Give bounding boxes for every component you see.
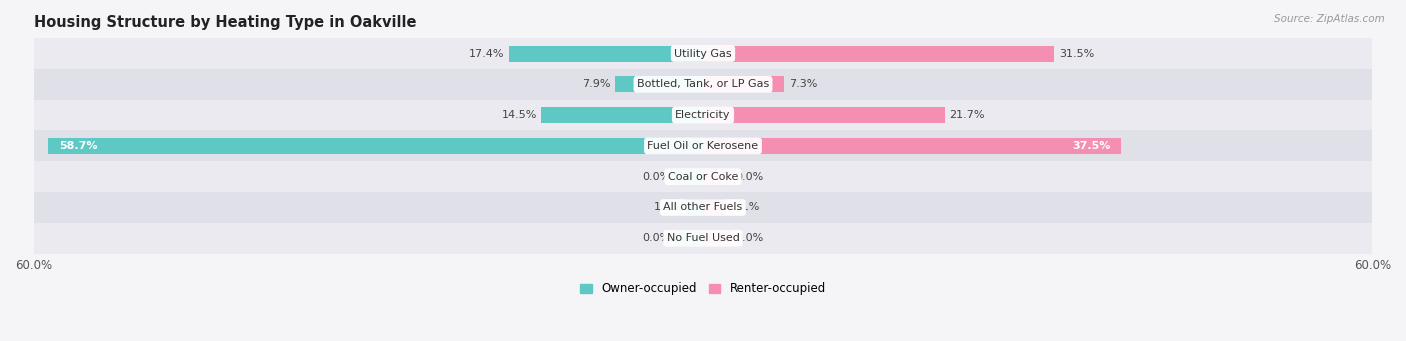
Bar — [703, 230, 731, 246]
Bar — [703, 199, 727, 216]
Text: No Fuel Used: No Fuel Used — [666, 233, 740, 243]
Bar — [703, 45, 1054, 61]
Bar — [34, 131, 1372, 161]
Text: 31.5%: 31.5% — [1059, 48, 1094, 59]
Text: 7.3%: 7.3% — [789, 79, 817, 89]
Text: 2.1%: 2.1% — [731, 203, 759, 212]
Bar — [34, 223, 1372, 254]
Text: Electricity: Electricity — [675, 110, 731, 120]
Text: Bottled, Tank, or LP Gas: Bottled, Tank, or LP Gas — [637, 79, 769, 89]
Bar — [541, 107, 703, 123]
Text: 14.5%: 14.5% — [502, 110, 537, 120]
Bar — [703, 76, 785, 92]
Bar — [703, 169, 731, 185]
Bar — [703, 107, 945, 123]
Bar — [703, 138, 1122, 154]
Bar — [34, 38, 1372, 69]
Text: 1.5%: 1.5% — [654, 203, 682, 212]
Text: Coal or Coke: Coal or Coke — [668, 172, 738, 182]
Text: 0.0%: 0.0% — [643, 172, 671, 182]
Bar — [686, 199, 703, 216]
Text: 0.0%: 0.0% — [735, 233, 763, 243]
Bar — [48, 138, 703, 154]
Legend: Owner-occupied, Renter-occupied: Owner-occupied, Renter-occupied — [579, 282, 827, 295]
Text: 17.4%: 17.4% — [468, 48, 505, 59]
Bar — [34, 161, 1372, 192]
Text: Fuel Oil or Kerosene: Fuel Oil or Kerosene — [647, 141, 759, 151]
Bar — [614, 76, 703, 92]
Text: Utility Gas: Utility Gas — [675, 48, 731, 59]
Text: 21.7%: 21.7% — [949, 110, 986, 120]
Text: All other Fuels: All other Fuels — [664, 203, 742, 212]
Bar — [34, 100, 1372, 131]
Bar — [675, 169, 703, 185]
Bar — [34, 69, 1372, 100]
Text: Source: ZipAtlas.com: Source: ZipAtlas.com — [1274, 14, 1385, 24]
Text: Housing Structure by Heating Type in Oakville: Housing Structure by Heating Type in Oak… — [34, 15, 416, 30]
Text: 0.0%: 0.0% — [643, 233, 671, 243]
Bar — [675, 230, 703, 246]
Text: 7.9%: 7.9% — [582, 79, 610, 89]
Bar — [509, 45, 703, 61]
Bar — [34, 192, 1372, 223]
Text: 0.0%: 0.0% — [735, 172, 763, 182]
Text: 37.5%: 37.5% — [1071, 141, 1111, 151]
Text: 58.7%: 58.7% — [59, 141, 98, 151]
